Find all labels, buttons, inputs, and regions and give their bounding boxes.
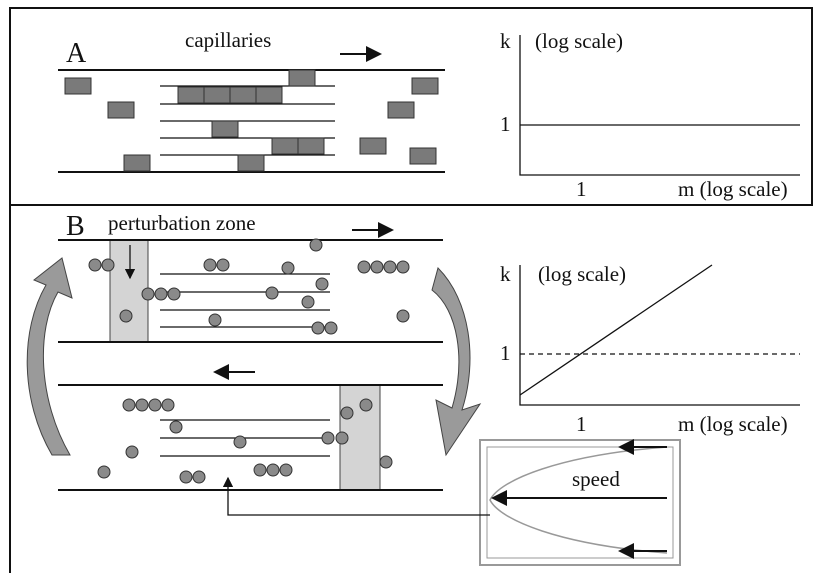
y-tick: 1	[500, 341, 511, 365]
x-tick: 1	[576, 177, 587, 201]
y-unit: (log scale)	[535, 29, 623, 53]
panel-title: perturbation zone	[108, 211, 256, 235]
panel-label: B	[66, 211, 85, 242]
panel-a: A capillaries k (log scale) 1 1 m (log s…	[58, 28, 800, 201]
x-label: m (log scale)	[678, 177, 788, 201]
x-label: m (log scale)	[678, 412, 788, 436]
y-unit: (log scale)	[538, 262, 626, 286]
panel-label: A	[66, 38, 87, 69]
panel-b: B perturbation zone k (log scale) 1 1 m …	[27, 211, 800, 565]
panel-title: capillaries	[185, 28, 271, 52]
y-label: k	[500, 262, 511, 286]
x-tick: 1	[576, 412, 587, 436]
y-label: k	[500, 29, 511, 53]
y-tick: 1	[500, 112, 511, 136]
flow-label: speed	[572, 467, 620, 491]
figure: A capillaries k (log scale) 1 1 m (log s…	[0, 0, 819, 573]
